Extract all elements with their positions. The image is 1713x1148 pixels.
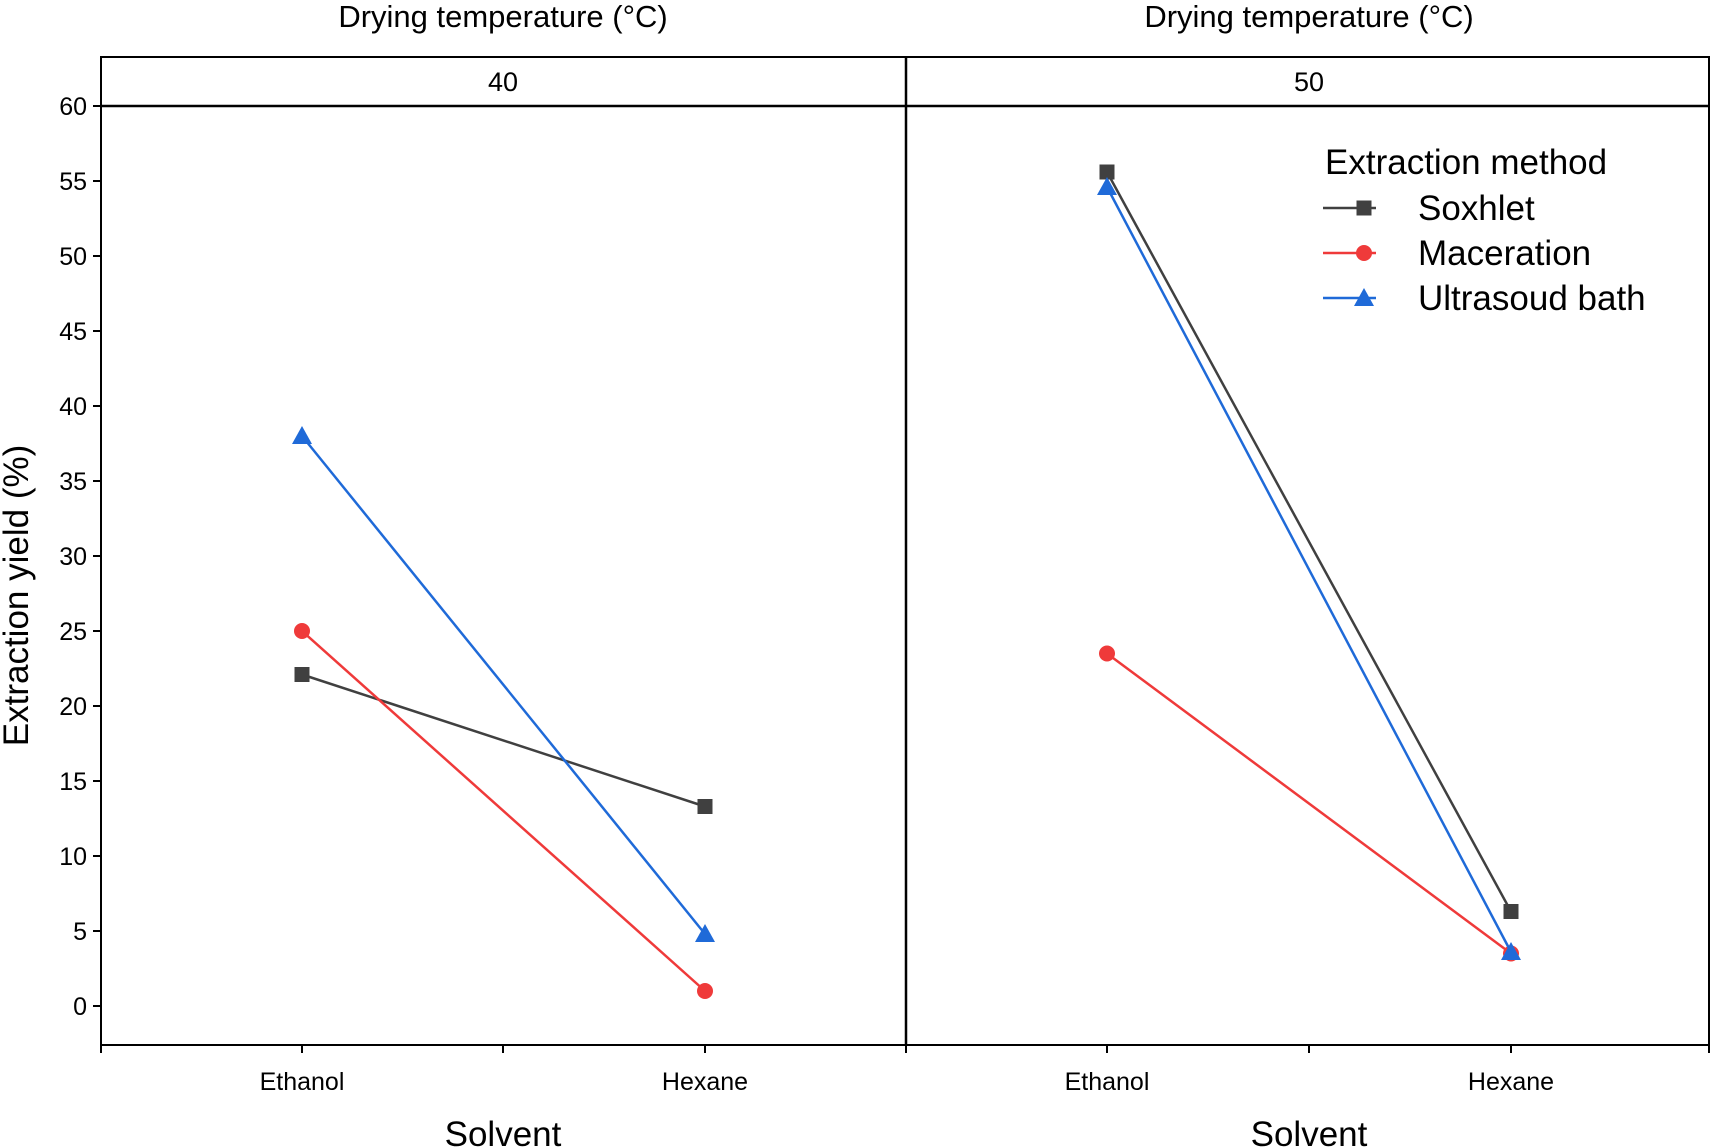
series-line-triangle xyxy=(1105,186,1513,953)
x-tick-label: Hexane xyxy=(1468,1068,1554,1096)
legend-title: Extraction method xyxy=(1325,143,1607,182)
series-line-square xyxy=(1105,171,1513,913)
y-tick-label: 35 xyxy=(59,468,87,496)
series-line-circle xyxy=(301,630,706,992)
x-axis-title: Solvent xyxy=(445,1115,562,1148)
series-line-circle xyxy=(1106,652,1512,955)
data-point xyxy=(697,799,713,814)
data-point xyxy=(1099,645,1115,662)
y-tick-label: 55 xyxy=(59,168,87,196)
y-tick-label: 5 xyxy=(73,918,87,946)
legend-marker xyxy=(1356,245,1372,261)
data-point xyxy=(1501,942,1521,960)
x-axis-title: Solvent xyxy=(1251,1115,1368,1148)
facet-title: Drying temperature (°C) xyxy=(1144,0,1473,34)
y-axis-title: Extraction yield (%) xyxy=(0,445,36,746)
legend-item-label: Soxhlet xyxy=(1418,189,1535,228)
x-tick-label: Hexane xyxy=(662,1068,748,1096)
y-tick-label: 0 xyxy=(73,993,87,1021)
labels: 0 5 10 15 20 25 30 35 40 45 50 55 60 Extraction yield… xyxy=(0,0,1554,1148)
legend-item-label: Ultrasoud bath xyxy=(1418,279,1646,318)
series-layer xyxy=(292,164,1521,999)
y-tick-label: 40 xyxy=(59,393,87,421)
x-tick-label: Ethanol xyxy=(1065,1068,1150,1096)
data-point xyxy=(697,983,713,999)
legend-marker xyxy=(1356,200,1372,216)
data-point xyxy=(1097,177,1117,195)
y-axis xyxy=(93,105,1710,1053)
strip-label: 40 xyxy=(488,67,518,97)
legend-item-label: Maceration xyxy=(1418,234,1591,273)
legend: Extraction method Soxhlet Maceration Ultras… xyxy=(1323,143,1646,318)
y-tick-label: 15 xyxy=(59,768,87,796)
series-line-triangle xyxy=(301,435,706,935)
y-tick-label: 50 xyxy=(59,243,87,271)
facet-title: Drying temperature (°C) xyxy=(338,0,667,34)
y-tick-label: 30 xyxy=(59,543,87,571)
y-tick-label: 45 xyxy=(59,318,87,346)
data-point xyxy=(1503,904,1519,919)
y-tick-label: 10 xyxy=(59,843,87,871)
x-tick-label: Ethanol xyxy=(260,1068,345,1096)
data-point xyxy=(1099,164,1115,180)
data-point xyxy=(292,426,312,444)
y-tick-label: 60 xyxy=(59,93,87,121)
y-tick-label: 20 xyxy=(59,693,87,721)
strip-label: 50 xyxy=(1294,67,1324,97)
legend-marker xyxy=(1354,288,1374,306)
data-point xyxy=(294,623,310,639)
y-tick-label: 25 xyxy=(59,618,87,646)
series-line-square xyxy=(301,673,706,808)
data-point xyxy=(294,667,310,682)
data-point xyxy=(695,924,715,942)
